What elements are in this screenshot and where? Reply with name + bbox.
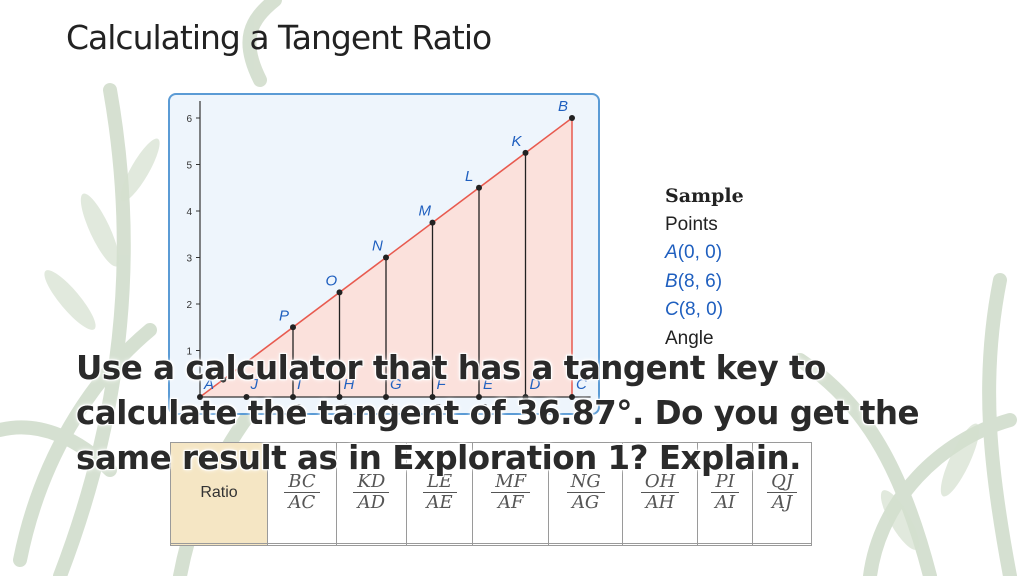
top-point-label: B [558,98,568,115]
legend-point-c: C(8, 0) [665,299,724,320]
ratio-cell: KD AD [335,442,407,544]
ratio-row-header: Ratio [170,442,268,544]
value-cell[interactable] [335,542,407,547]
ratio-cell: PI AI [697,442,754,544]
value-cell[interactable] [752,542,812,547]
question-text: Use a calculator that has a tangent key … [76,349,920,477]
y-tick-label: 2 [186,300,192,311]
ratio-cell: NG AG [548,442,624,544]
x-tick-label: 7 [529,403,535,414]
value-row-header [170,542,268,547]
base-point [383,394,389,400]
ratio-cell: OH AH [622,442,699,544]
sample-legend: Sample Points A(0, 0) B(8, 6) C(8, 0) An… [665,182,744,353]
ratio-row: Ratio BC AC KD AD LE AE MF AF NG AG OH AH PI AI… [170,442,812,544]
slide-title: Calculating a Tangent Ratio [66,18,492,57]
top-point [522,149,529,156]
value-cell[interactable] [548,542,624,547]
base-point-label: J [250,376,259,393]
value-row [170,542,812,547]
y-tick-label: 1 [186,347,192,358]
y-tick-label: 6 [186,114,192,125]
base-point-label: H [344,376,355,393]
value-cell[interactable] [267,542,337,547]
base-point-label: E [483,376,494,393]
base-point [290,394,296,400]
base-point-label: F [437,376,447,393]
top-point [569,115,575,121]
top-point [336,289,343,296]
y-tick-label: 4 [186,207,192,218]
legend-points-label: Points [665,213,718,235]
legend-point-b: B(8, 6) [665,270,723,292]
top-point-label: Q [209,360,221,377]
base-point-label: C [576,376,587,393]
top-point [429,219,436,226]
value-cell[interactable] [405,542,474,547]
base-point-label: A [203,376,214,393]
base-point-label: I [297,376,301,393]
similar-triangles-figure: 6 5 4 3 2 1 0 1 2 3 4 5 6 7 Q P O N M L K B A J I H G F E D C [186,98,591,414]
base-point [476,394,482,400]
top-point [290,324,296,331]
base-point-label: D [530,376,541,393]
base-point [429,394,436,400]
base-point [569,394,575,400]
top-point-label: M [419,203,432,220]
value-cell[interactable] [472,542,550,547]
ratio-cell: MF AF [472,442,550,544]
x-tick-label: 6 [482,403,488,414]
x-tick-label: 2 [296,403,302,414]
base-point [522,394,529,400]
base-point [243,394,250,400]
x-tick-label: 0 [203,403,209,414]
ratio-cell: BC AC [267,442,337,544]
ratio-table: Ratio BC AC KD AD LE AE MF AF NG AG OH AH PI AI… [170,442,812,547]
y-tick-label: 5 [186,161,192,172]
legend-angle-label: Angle [665,327,714,349]
top-point-label: L [465,168,473,185]
top-point [220,376,227,383]
top-point-label: O [326,272,338,289]
x-tick-label: 4 [389,403,395,414]
top-point-label: P [279,307,289,324]
base-point [197,394,203,400]
x-tick-label: 5 [436,403,442,414]
value-cell[interactable] [697,542,754,547]
base-point-label: G [390,376,402,393]
y-tick-label: 3 [186,254,192,265]
x-tick-label: 1 [250,403,256,414]
value-cell[interactable] [622,542,699,547]
top-point [476,184,482,191]
top-point-label: K [512,133,523,150]
base-point [336,394,343,400]
legend-point-a: A(0, 0) [665,242,723,263]
x-tick-label: 3 [343,403,349,414]
top-point-label: N [372,238,383,255]
top-point [383,254,389,261]
ratio-cell: QJ AJ [752,442,812,544]
legend-header: Sample [665,185,744,207]
